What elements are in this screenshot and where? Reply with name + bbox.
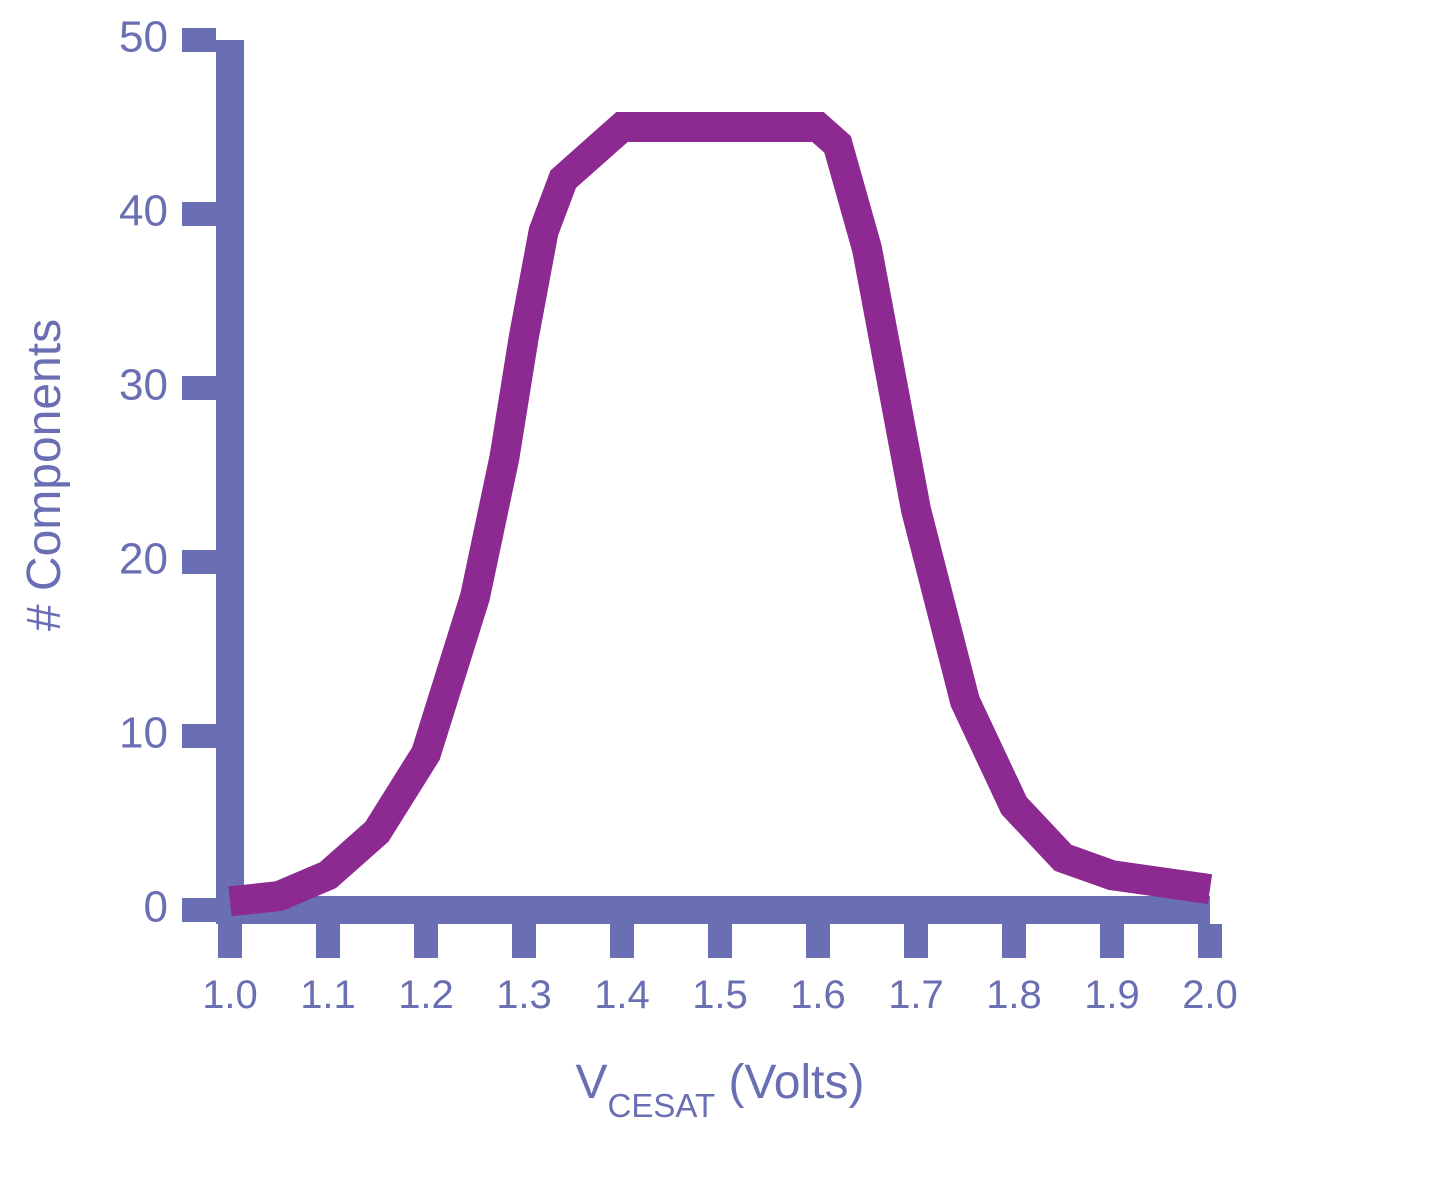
x-tick-label: 2.0: [1182, 973, 1238, 1017]
x-tick-label: 1.7: [888, 973, 944, 1017]
y-tick-label: 10: [119, 709, 168, 758]
x-tick-label: 1.5: [692, 973, 748, 1017]
x-tick-label: 1.8: [986, 973, 1042, 1017]
x-tick-label: 1.2: [398, 973, 454, 1017]
x-tick-label: 1.0: [202, 973, 258, 1017]
x-tick-label: 1.3: [496, 973, 552, 1017]
y-tick-label: 0: [144, 883, 168, 932]
y-tick-label: 30: [119, 361, 168, 410]
chart-container: 0 10 20 30 40 50 1.0 1.1 1.2 1.3 1.4 1.5 1.6 1.7 1.8 1.…: [0, 0, 1456, 1196]
x-tick-label: 1.4: [594, 973, 650, 1017]
x-tick-label: 1.6: [790, 973, 846, 1017]
y-axis-title: # Components: [18, 319, 71, 631]
x-tick-label: 1.9: [1084, 973, 1140, 1017]
line-chart: 0 10 20 30 40 50 1.0 1.1 1.2 1.3 1.4 1.5 1.6 1.7 1.8 1.…: [0, 0, 1456, 1196]
y-tick-label: 40: [119, 187, 168, 236]
x-tick-label: 1.1: [300, 973, 356, 1017]
y-tick-label: 50: [119, 13, 168, 62]
y-tick-label: 20: [119, 535, 168, 584]
